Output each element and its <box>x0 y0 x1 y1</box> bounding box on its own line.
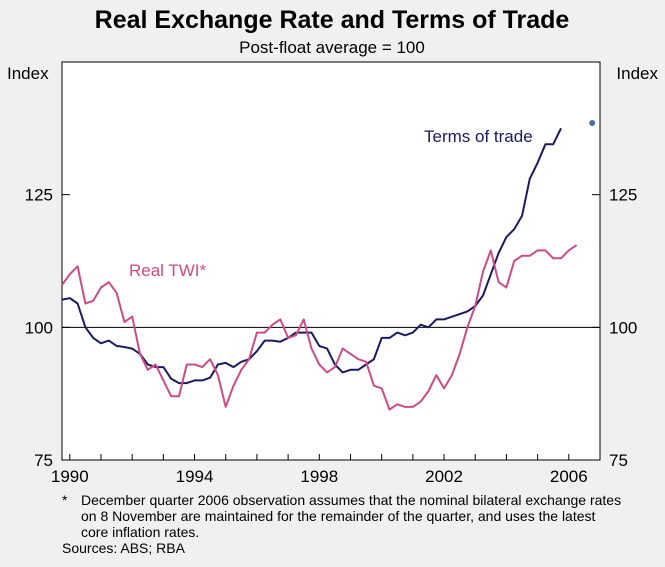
y-tick-label-left-75: 75 <box>34 451 53 470</box>
y-tick-label-left-125: 125 <box>25 186 53 205</box>
x-tick-label-1998: 1998 <box>300 467 338 486</box>
sources: Sources: ABS; RBA <box>62 540 185 556</box>
real-twi-label: Real TWI* <box>129 261 207 280</box>
chart-title: Real Exchange Rate and Terms of Trade <box>95 6 570 34</box>
terms-of-trade-label: Terms of trade <box>424 127 533 146</box>
footnote-text: December quarter 2006 observation assume… <box>81 492 622 540</box>
y-axis-label-right: Index <box>616 64 658 83</box>
axis-ticks <box>62 194 601 461</box>
chart-subtitle: Post-float average = 100 <box>239 38 425 57</box>
plot-area <box>61 61 601 461</box>
footnote-marker: * <box>62 492 68 508</box>
y-tick-label-right-100: 100 <box>609 318 637 337</box>
y-axis-label-left: Index <box>7 64 49 83</box>
y-tick-label-left-100: 100 <box>25 318 53 337</box>
x-tick-label-2002: 2002 <box>425 467 463 486</box>
x-tick-label-1990: 1990 <box>51 467 89 486</box>
series-line-0 <box>61 127 562 385</box>
extra-point-0 <box>589 120 596 127</box>
chart: Real Exchange Rate and Terms of Trade Po… <box>7 6 658 486</box>
series-line-1 <box>61 244 578 411</box>
footnote: * December quarter 2006 observation assu… <box>62 492 622 556</box>
y-tick-label-right-125: 125 <box>609 186 637 205</box>
series-group <box>61 120 596 411</box>
y-tick-label-right-75: 75 <box>609 451 628 470</box>
x-tick-label-2006: 2006 <box>550 467 588 486</box>
tick-labels: 75 75 100 100 125 125 1990 1994 1998 2002 2006 <box>25 186 638 486</box>
x-tick-label-1994: 1994 <box>176 467 214 486</box>
